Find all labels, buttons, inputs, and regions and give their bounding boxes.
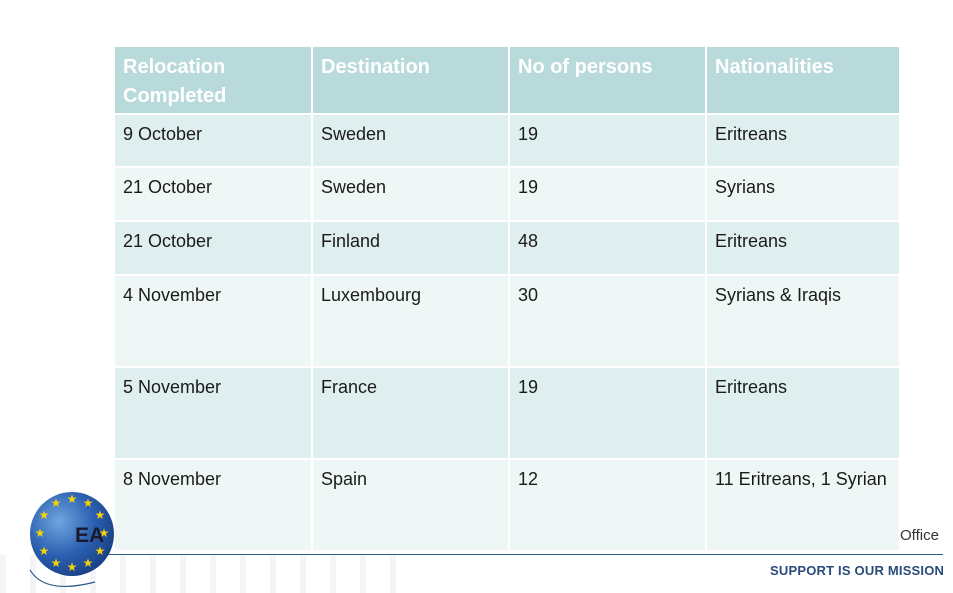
cell-destination: Sweden: [312, 114, 510, 168]
cell-nationalities: 11 Eritreans, 1 Syrian: [706, 459, 901, 552]
cell-destination: Finland: [312, 221, 510, 276]
header-destination: Destination: [312, 47, 510, 115]
svg-text:★: ★: [51, 496, 62, 510]
header-nationalities: Nationalities: [706, 47, 901, 115]
svg-text:★: ★: [67, 492, 78, 506]
cell-persons: 48: [509, 221, 707, 276]
table-row: 21 October Sweden 19 Syrians: [115, 167, 901, 222]
cell-date: 4 November: [115, 275, 313, 368]
table-row: 21 October Finland 48 Eritreans: [115, 221, 901, 276]
cell-destination: Luxembourg: [312, 275, 510, 368]
svg-text:★: ★: [99, 526, 110, 540]
svg-text:★: ★: [83, 556, 94, 570]
cell-nationalities: Syrians & Iraqis: [706, 275, 901, 368]
table-row: 9 October Sweden 19 Eritreans: [115, 114, 901, 168]
cell-date: 9 October: [115, 114, 313, 168]
cell-persons: 19: [509, 114, 707, 168]
cell-date: 8 November: [115, 459, 313, 552]
cell-persons: 19: [509, 167, 707, 222]
svg-text:★: ★: [95, 508, 106, 522]
header-no-of-persons: No of persons: [509, 47, 707, 115]
svg-text:★: ★: [35, 526, 46, 540]
cell-date: 21 October: [115, 221, 313, 276]
cell-persons: 12: [509, 459, 707, 552]
footer-slogan: SUPPORT IS OUR MISSION: [770, 563, 945, 578]
cell-nationalities: Eritreans: [706, 221, 901, 276]
cell-date: 5 November: [115, 367, 313, 460]
relocation-table: Relocation Completed Destination No of p…: [115, 47, 901, 552]
table-row: 4 November Luxembourg 30 Syrians & Iraqi…: [115, 275, 901, 368]
cell-destination: Spain: [312, 459, 510, 552]
cell-date: 21 October: [115, 167, 313, 222]
header-relocation-completed: Relocation Completed: [115, 47, 313, 115]
svg-text:★: ★: [39, 544, 50, 558]
table-row: 8 November Spain 12 11 Eritreans, 1 Syri…: [115, 459, 901, 552]
footer-divider: [105, 554, 943, 555]
cell-nationalities: Eritreans: [706, 114, 901, 168]
cell-destination: France: [312, 367, 510, 460]
cell-nationalities: Syrians: [706, 167, 901, 222]
cell-persons: 19: [509, 367, 707, 460]
svg-text:★: ★: [95, 544, 106, 558]
svg-text:★: ★: [51, 556, 62, 570]
office-text: Office: [900, 527, 939, 544]
svg-text:★: ★: [39, 508, 50, 522]
table-row: 5 November France 19 Eritreans: [115, 367, 901, 460]
svg-text:★: ★: [67, 560, 78, 574]
eu-stars-globe-icon: ★ ★ ★ ★ ★ ★ ★ ★ ★ ★ ★ ★ EA: [29, 492, 114, 588]
cell-destination: Sweden: [312, 167, 510, 222]
svg-text:★: ★: [83, 496, 94, 510]
cell-persons: 30: [509, 275, 707, 368]
table-header-row: Relocation Completed Destination No of p…: [115, 47, 901, 115]
logo-text: EA: [75, 524, 104, 547]
cell-nationalities: Eritreans: [706, 367, 901, 460]
